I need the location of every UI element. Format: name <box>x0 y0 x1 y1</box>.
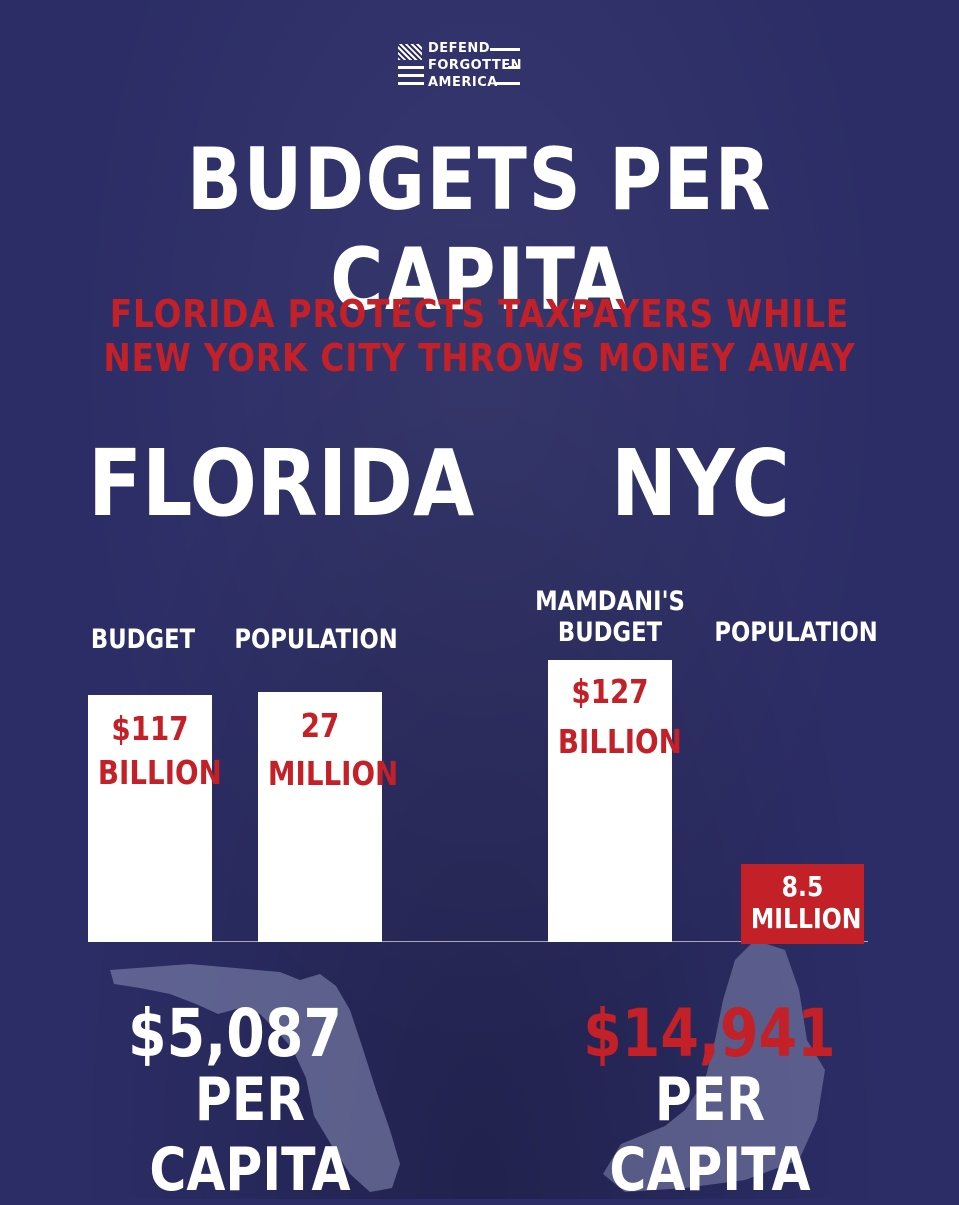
chart-baseline <box>88 941 868 942</box>
florida-per-capita-label: PER CAPITA <box>149 1065 351 1205</box>
nyc-population-value-line1: 8.5 <box>781 870 824 903</box>
nyc-per-capita-value: $14,941 <box>583 995 836 1072</box>
nyc-budget-value-line2: BILLION <box>557 722 682 761</box>
logo-text-line2: FORGOTTEN <box>428 58 522 73</box>
nyc-budget-bar: $127 BILLION <box>548 660 682 942</box>
nyc-population-bar: 8.5 MILLION <box>741 864 864 944</box>
nyc-budget-value-line1: $127 <box>571 672 649 711</box>
logo-text-line1: DEFEND <box>428 41 491 56</box>
flag-icon <box>398 44 422 60</box>
florida-budget-label: BUDGET <box>90 624 196 655</box>
nyc-per-capita-label: PER CAPITA <box>609 1065 811 1205</box>
page-title: BUDGETS PER CAPITA <box>186 130 773 330</box>
nyc-budget-label-line1: MAMDANI'S <box>535 586 685 617</box>
florida-map-silhouette <box>110 964 400 1192</box>
florida-budget-bar: $117 BILLION <box>88 695 222 942</box>
subtitle-line1: FLORIDA PROTECTS TAXPAYERS WHILE <box>109 292 850 336</box>
nyc-population-label: POPULATION <box>714 617 878 648</box>
florida-population-bar: 27 MILLION <box>258 692 399 942</box>
logo-text-line3: AMERICA <box>428 75 498 90</box>
florida-budget-value-line1: $117 <box>111 709 189 748</box>
florida-budget-value-line2: BILLION <box>97 753 222 792</box>
defend-forgotten-america-logo: DEFEND FORGOTTEN AMERICA <box>398 42 522 98</box>
nyc-heading: NYC <box>611 430 790 537</box>
nyc-budget-label-line2: BUDGET <box>557 617 663 648</box>
florida-per-capita-value: $5,087 <box>128 995 342 1072</box>
florida-heading: FLORIDA <box>88 430 475 537</box>
florida-population-value-line2: MILLION <box>267 754 399 793</box>
subtitle-line2: NEW YORK CITY THROWS MONEY AWAY <box>103 336 856 380</box>
nyc-map-silhouette <box>603 940 825 1192</box>
florida-population-label: POPULATION <box>234 624 398 655</box>
nyc-population-value-line2: MILLION <box>750 902 862 935</box>
florida-population-value-line1: 27 <box>300 706 340 745</box>
